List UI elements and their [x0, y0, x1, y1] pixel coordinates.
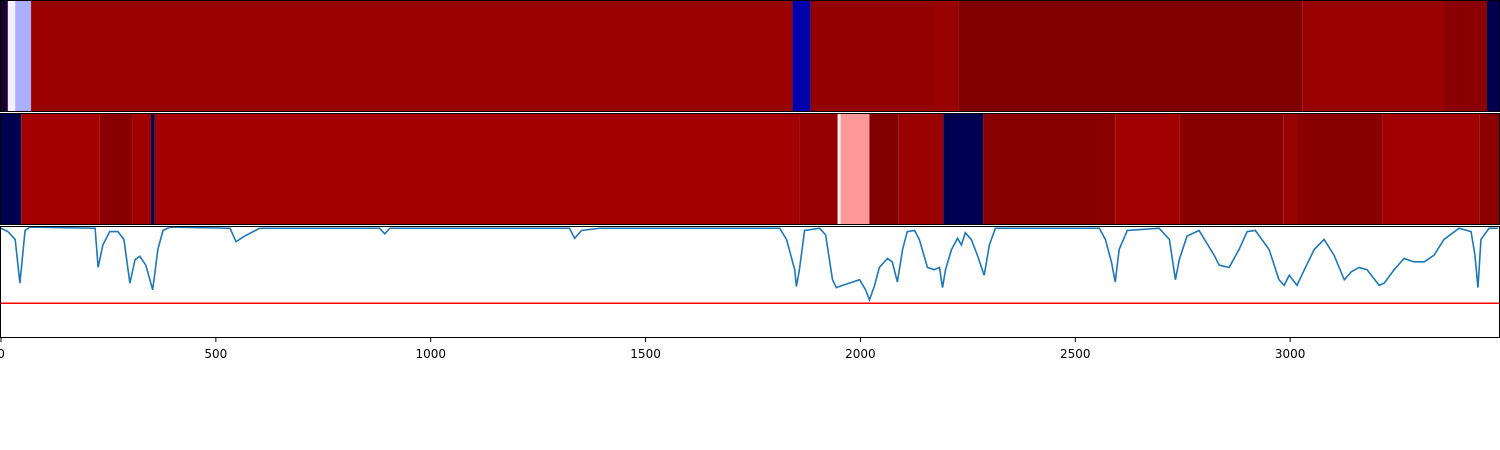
heat-segment	[132, 113, 151, 225]
x-tick-label: 1500	[630, 347, 661, 361]
heat-segment	[1179, 113, 1284, 225]
heat-segment	[1115, 113, 1180, 225]
heat-segment	[799, 113, 838, 225]
heat-segment	[983, 113, 1116, 225]
heat-segment	[958, 0, 1303, 112]
x-tick-label: 500	[204, 347, 227, 361]
x-tick-label: 3000	[1275, 347, 1306, 361]
heat-segment	[31, 0, 793, 112]
heat-segment	[1382, 113, 1480, 225]
heat-segment	[1479, 113, 1499, 225]
heat-segment	[15, 0, 32, 112]
heat-segment	[792, 0, 811, 112]
heat-segment	[840, 113, 870, 225]
heat-segment	[99, 113, 133, 225]
heat-segment	[1, 0, 8, 112]
panel-frame	[0, 226, 1500, 338]
heat-segment	[1486, 0, 1499, 112]
heat-segment	[1283, 113, 1298, 225]
heat-segment	[150, 113, 155, 225]
heat-segment	[1302, 0, 1444, 112]
data-line	[0, 226, 1499, 303]
heat-segment	[1297, 113, 1383, 225]
x-tick-label: 2500	[1060, 347, 1091, 361]
heat-segment	[933, 0, 959, 112]
heat-segment	[943, 113, 984, 225]
heat-segment	[21, 113, 100, 225]
heat-segment	[810, 0, 934, 112]
heat-segment	[1443, 0, 1487, 112]
x-tick-label: 1000	[415, 347, 446, 361]
heat-segment	[1, 113, 22, 225]
x-tick-label: 2000	[845, 347, 876, 361]
heat-segment	[898, 113, 944, 225]
heat-segment	[7, 0, 16, 112]
heat-segment	[869, 113, 899, 225]
x-tick-label: 0	[0, 347, 5, 361]
heat-segment	[154, 113, 800, 225]
heat-segment	[837, 113, 841, 225]
